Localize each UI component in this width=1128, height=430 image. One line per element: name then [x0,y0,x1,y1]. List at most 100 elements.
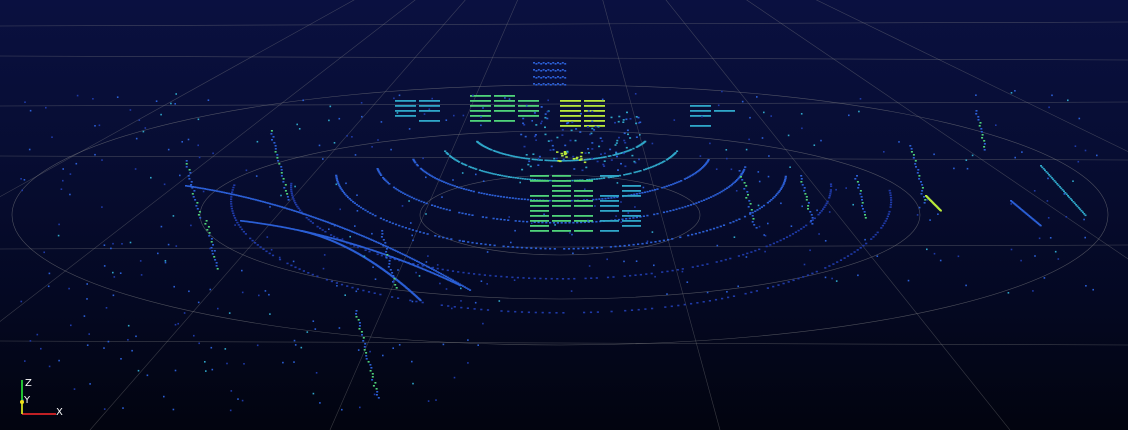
point [746,256,748,258]
point [58,224,60,226]
point [801,113,803,115]
point [307,272,309,274]
point [633,161,635,163]
point [431,204,433,206]
point [977,116,979,118]
point-row [622,195,641,197]
point [298,208,300,210]
point [651,308,653,310]
point [541,159,543,161]
point [571,130,573,132]
point [328,120,330,122]
point [366,358,368,360]
point [168,149,170,151]
point [454,306,456,308]
point [528,312,530,314]
point [1058,258,1060,260]
point [542,312,544,314]
point [552,76,554,78]
point [443,181,445,183]
point [451,185,453,187]
point [506,197,508,199]
point [396,287,398,289]
point [478,274,480,276]
point [782,185,784,187]
point [186,160,188,162]
point [1051,95,1053,97]
point [585,152,587,154]
point [540,123,542,125]
point [316,276,318,278]
point [374,292,376,294]
point [826,203,828,205]
point [273,142,275,144]
point [336,178,338,180]
point [267,236,269,238]
point [535,70,537,72]
point [150,177,152,179]
point [62,180,64,182]
point [230,206,232,208]
point-row [574,205,593,207]
point [543,76,545,78]
point [520,134,522,136]
point-row [419,120,440,122]
point [384,242,386,244]
point [427,233,429,235]
point [845,187,847,189]
point [361,102,363,104]
point-row [494,120,515,122]
point [422,302,424,304]
point [168,244,170,246]
point [695,233,697,235]
point [383,239,385,241]
point [357,247,359,249]
point [1078,207,1080,209]
point [468,189,470,191]
point [1011,92,1013,94]
point [467,339,469,341]
point [555,77,557,79]
point-row [622,215,641,217]
point [602,99,604,101]
point-row [530,210,549,212]
point [814,144,816,146]
point [545,113,547,115]
point [661,271,663,273]
point [564,145,566,147]
point [573,278,575,280]
point [364,343,366,345]
point [940,260,942,262]
point [315,328,317,330]
point [759,181,761,183]
point [600,153,602,155]
point [593,129,595,131]
point [308,219,310,221]
point [861,205,863,207]
point-row [560,125,581,127]
point [526,247,528,249]
point [273,136,275,138]
point [972,155,974,157]
point [243,363,245,365]
point [357,288,359,290]
point [656,213,658,215]
point [780,203,782,205]
point [269,313,271,315]
point [524,178,526,180]
point [788,281,790,283]
point [383,245,385,247]
point [745,197,747,199]
point [781,187,783,189]
point [481,192,483,194]
point [489,244,491,246]
point [87,344,89,346]
point [783,283,785,285]
point-row [530,195,549,197]
point [777,284,779,286]
point [181,141,183,143]
point [652,143,654,145]
point [890,206,892,208]
point [363,337,365,339]
